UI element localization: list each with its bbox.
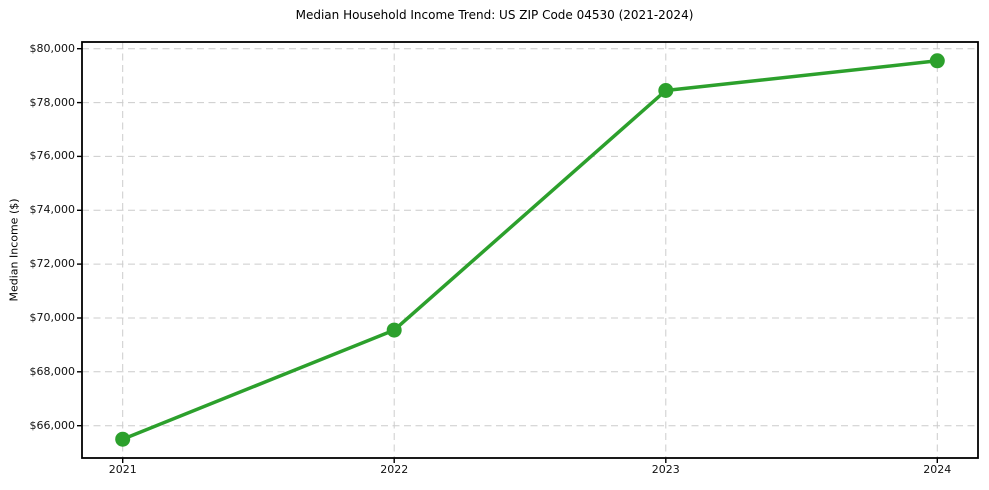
y-tick-label: $70,000: [29, 310, 76, 324]
y-tick-label: $66,000: [29, 418, 76, 432]
y-tick-label: $78,000: [29, 95, 76, 109]
x-tick-label: 2024: [923, 463, 952, 476]
y-tick-label: $76,000: [29, 149, 76, 163]
plot-frame: [81, 41, 979, 459]
data-point-2021: [115, 431, 131, 447]
y-tick-label: $68,000: [29, 364, 76, 378]
x-tick-label: 2022: [380, 463, 409, 476]
income-trend-line: [120, 59, 940, 441]
data-point-2023: [658, 83, 674, 98]
chart-title: Median Household Income Trend: US ZIP Co…: [295, 8, 694, 22]
y-tick-label: $74,000: [29, 203, 76, 217]
x-tick-label: 2023: [651, 463, 680, 476]
x-tick-label: 2021: [108, 463, 137, 476]
data-point-2022: [386, 322, 402, 338]
data-point-2024: [929, 53, 945, 69]
y-tick-label: $72,000: [29, 257, 76, 271]
y-tick-label: $80,000: [29, 41, 76, 55]
